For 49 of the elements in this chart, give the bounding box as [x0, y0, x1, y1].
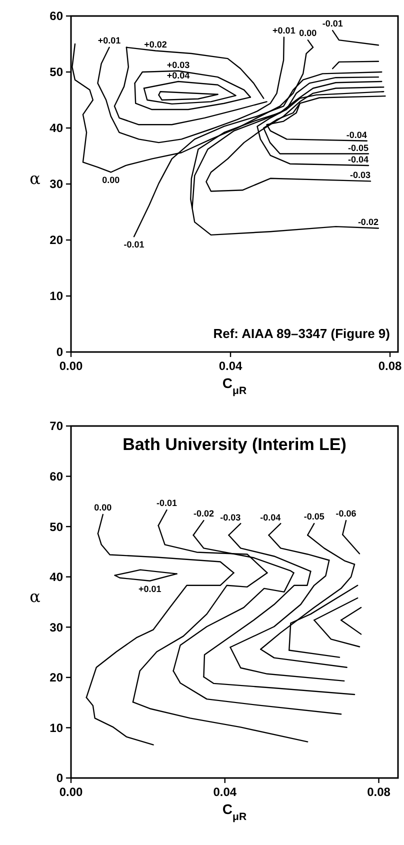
- y-axis-title: α: [30, 169, 41, 188]
- y-tick-label: 0: [56, 771, 64, 786]
- annotation: 0.00: [94, 502, 112, 513]
- annotation: -0.03: [350, 170, 370, 180]
- annotation: 0.00: [102, 175, 120, 186]
- x-tick-label: 0.04: [213, 785, 237, 799]
- annotation: -0.02: [193, 508, 214, 519]
- annotation: +0.04: [166, 70, 190, 81]
- annotation: +0.01: [98, 35, 121, 46]
- text: Bath University (Interim LE): [122, 435, 346, 454]
- y-tick-label: 20: [50, 233, 64, 248]
- y-tick-label: 10: [50, 720, 64, 735]
- annotation: +0.02: [144, 40, 167, 50]
- x-axis-title: C$_{μR}$: [222, 801, 247, 823]
- annotation: +0.01: [138, 584, 162, 594]
- y-tick-label: 40: [50, 121, 64, 136]
- y-tick-label: 10: [50, 289, 64, 304]
- y-axis-title: α: [30, 587, 41, 606]
- annotation: -0.01: [124, 240, 144, 250]
- annotation: -0.04: [346, 130, 367, 140]
- y-tick-label: 30: [50, 620, 64, 634]
- x-tick-label: 0.00: [59, 785, 83, 799]
- annotation: -0.05: [304, 512, 324, 522]
- annotation: 0.00: [299, 28, 317, 38]
- annotation: -0.04: [348, 154, 368, 165]
- y-tick-label: 70: [50, 419, 64, 434]
- y-tick-label: 20: [50, 670, 64, 685]
- annotation: -0.04: [260, 512, 281, 523]
- y-tick-label: 50: [50, 520, 64, 534]
- annotation: -0.01: [322, 18, 343, 29]
- annotation: Ref: AIAA 89–3347 (Figure 9): [213, 326, 390, 341]
- annotation: +0.01: [272, 25, 296, 36]
- annotation: +0.03: [166, 60, 190, 70]
- annotation: -0.06: [336, 508, 356, 519]
- x-axis-title: C$_{μR}$: [222, 375, 247, 397]
- y-tick-label: 40: [50, 570, 64, 584]
- y-tick-label: 60: [50, 9, 64, 24]
- y-tick-label: 0: [56, 345, 64, 360]
- y-tick-label: 30: [50, 177, 64, 192]
- x-tick-label: 0.08: [367, 785, 391, 799]
- annotation: -0.03: [220, 512, 241, 523]
- y-tick-label: 50: [50, 65, 64, 80]
- x-tick-label: 0.00: [59, 359, 83, 373]
- y-tick-label: 60: [50, 469, 64, 484]
- x-tick-label: 0.08: [378, 359, 402, 373]
- annotation: -0.02: [358, 217, 378, 228]
- x-tick-label: 0.04: [218, 359, 243, 373]
- annotation: -0.01: [156, 498, 178, 508]
- annotation: -0.05: [348, 142, 368, 153]
